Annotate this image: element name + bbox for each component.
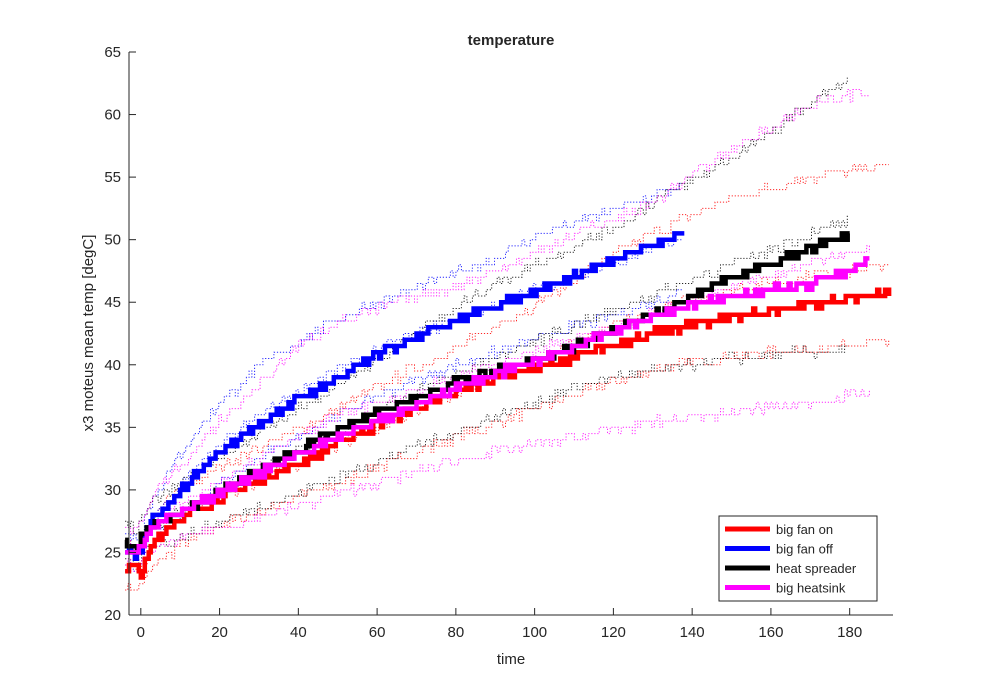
axes-frame: [128, 52, 893, 616]
y-tick-label: 45: [104, 294, 121, 311]
chart-title: temperature: [468, 32, 555, 49]
x-axis-label: time: [497, 651, 525, 668]
x-tick-label: 60: [369, 624, 386, 641]
legend: big fan on big fan off heat spreader big he…: [718, 515, 878, 602]
y-tick-label: 25: [104, 544, 121, 561]
mean-layer: [124, 231, 892, 580]
y-tick-label: 50: [104, 232, 121, 249]
legend-label-heat-spreader: heat spreader: [776, 561, 857, 576]
x-tick-label: 80: [448, 624, 465, 641]
y-tick-label: 35: [104, 419, 121, 436]
y-tick-label: 65: [104, 44, 121, 61]
legend-label-big-fan-on: big fan on: [776, 522, 833, 537]
x-tick-label: 180: [837, 624, 862, 641]
series-line-big-fan-off: [125, 231, 685, 561]
y-tick-label: 40: [104, 357, 121, 374]
trace-big-fan-off-min: [125, 289, 682, 572]
legend-label-big-heatsink: big heatsink: [776, 581, 846, 596]
y-tick-label: 55: [104, 169, 121, 186]
x-tick-label: 100: [522, 624, 547, 641]
y-tick-label: 60: [104, 107, 121, 124]
series-line-big-heatsink: [125, 256, 870, 555]
legend-label-big-fan-off: big fan off: [776, 542, 833, 557]
x-tick-label: 140: [680, 624, 705, 641]
y-tick-label: 30: [104, 482, 121, 499]
y-axis-label: x3 moteus mean temp [degC]: [80, 235, 97, 432]
trace-heat-spreader-max: [125, 77, 848, 535]
y-ticks: 20 25 30 35 40 45 50 55 60 65: [104, 44, 136, 624]
x-ticks: 0 20 40 60 80 100 120 140 160 180: [137, 608, 862, 641]
x-tick-label: 0: [137, 624, 145, 641]
y-tick-label: 20: [104, 607, 121, 624]
trace-heat-spreader-min: [125, 345, 848, 566]
trace-big-fan-off-max: [125, 182, 682, 541]
x-tick-label: 120: [601, 624, 626, 641]
x-tick-label: 160: [758, 624, 783, 641]
trace-big-heatsink-min: [125, 389, 870, 572]
trace-big-heatsink-max: [125, 89, 870, 535]
x-tick-label: 20: [211, 624, 228, 641]
x-tick-label: 40: [290, 624, 307, 641]
